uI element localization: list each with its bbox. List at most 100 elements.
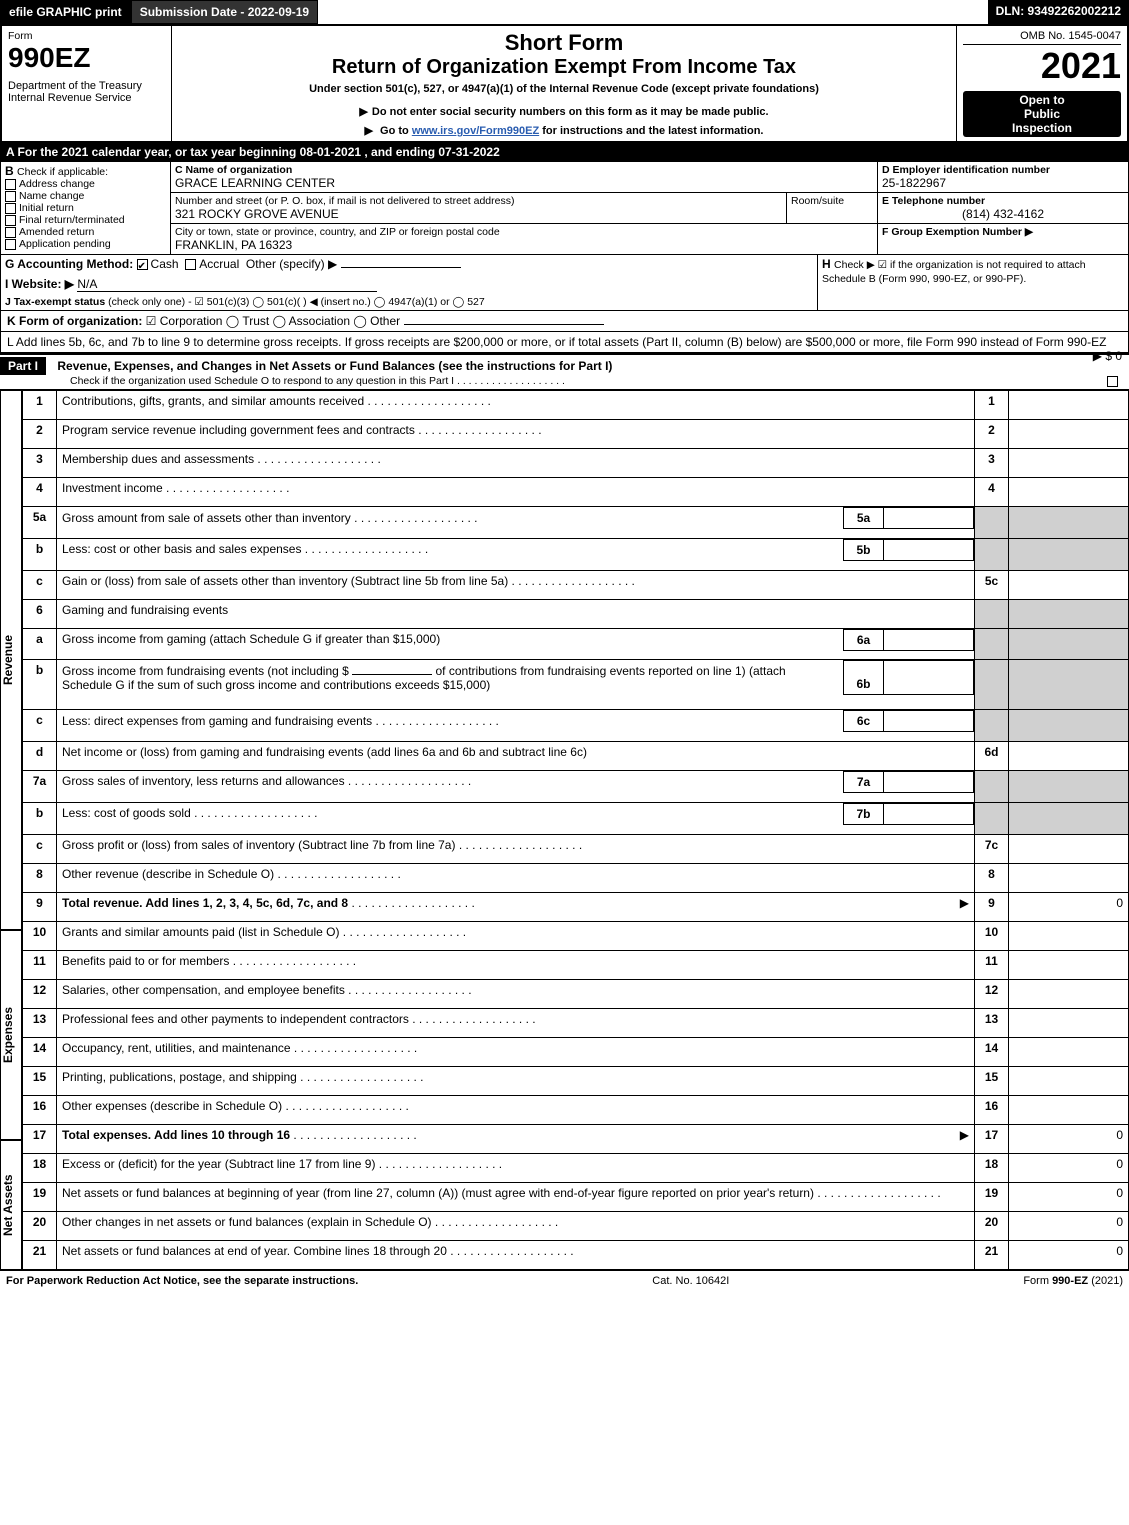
checkbox-final-return[interactable] [5, 215, 16, 226]
l-arrow: ▶ $ 0 [1093, 349, 1122, 363]
department: Department of the Treasury Internal Reve… [8, 80, 165, 104]
section-b: B Check if applicable: Address change Na… [1, 162, 171, 254]
table-row: a Gross income from gaming (attach Sched… [23, 628, 1129, 660]
amt [1009, 391, 1129, 420]
checkbox-name-change[interactable] [5, 191, 16, 202]
part1-body: Revenue Expenses Net Assets 1Contributio… [0, 390, 1129, 1270]
table-row: b Less: cost or other basis and sales ex… [23, 538, 1129, 570]
side-netassets: Net Assets [0, 1140, 22, 1270]
g-other: Other (specify) ▶ [246, 257, 337, 271]
efile-print-button[interactable]: efile GRAPHIC print [0, 0, 131, 24]
table-row: 1Contributions, gifts, grants, and simil… [23, 391, 1129, 420]
table-row: 12Salaries, other compensation, and empl… [23, 979, 1129, 1008]
i-label: I Website: ▶ [5, 277, 74, 291]
section-h: H Check ▶ ☑ if the organization is not r… [818, 255, 1128, 310]
table-row: dNet income or (loss) from gaming and fu… [23, 741, 1129, 770]
b-subtitle: Check if applicable: [17, 166, 108, 178]
f-label: F Group Exemption Number ▶ [882, 226, 1124, 238]
table-row: 3Membership dues and assessments3 [23, 449, 1129, 478]
subtitle: Under section 501(c), 527, or 4947(a)(1)… [178, 83, 950, 95]
note-ssn: Do not enter social security numbers on … [178, 105, 950, 118]
table-row: 17Total expenses. Add lines 10 through 1… [23, 1124, 1129, 1153]
lt: Contributions, gifts, grants, and simila… [57, 391, 975, 420]
open2: Public [967, 107, 1117, 121]
submission-date: Submission Date - 2022-09-19 [131, 0, 318, 24]
org-city: FRANKLIN, PA 16323 [175, 238, 873, 252]
d-label: D Employer identification number [882, 164, 1124, 176]
table-row: 15Printing, publications, postage, and s… [23, 1066, 1129, 1095]
table-row: b Less: cost of goods sold 7b [23, 802, 1129, 834]
e-label: E Telephone number [882, 195, 1124, 207]
b-addr: Address change [19, 178, 95, 190]
table-row: 21Net assets or fund balances at end of … [23, 1240, 1129, 1269]
checkbox-cash[interactable] [137, 259, 148, 270]
part1-header: Part I Revenue, Expenses, and Changes in… [0, 353, 1129, 390]
c-street-label: Number and street (or P. O. box, if mail… [175, 195, 782, 207]
section-c: C Name of organization GRACE LEARNING CE… [171, 162, 878, 254]
footer-right: Form 990-EZ (2021) [1023, 1275, 1123, 1287]
checkbox-part1-scho[interactable] [1107, 376, 1118, 387]
checkbox-address-change[interactable] [5, 179, 16, 190]
note-url: Go to www.irs.gov/Form990EZ for instruct… [178, 124, 950, 137]
open-to-public: Open to Public Inspection [963, 91, 1121, 137]
l-text: L Add lines 5b, 6c, and 7b to line 9 to … [7, 335, 1106, 349]
section-a: A For the 2021 calendar year, or tax yea… [0, 143, 1129, 161]
c-city-label: City or town, state or province, country… [175, 226, 873, 238]
entity-block: B Check if applicable: Address change Na… [0, 161, 1129, 255]
side-labels: Revenue Expenses Net Assets [0, 390, 22, 1270]
g-other-input[interactable] [341, 267, 461, 268]
checkbox-initial-return[interactable] [5, 203, 16, 214]
part1-label: Part I [0, 357, 46, 375]
k-text: ☑ Corporation ◯ Trust ◯ Association ◯ Ot… [146, 314, 400, 328]
table-row: 8Other revenue (describe in Schedule O)8 [23, 863, 1129, 892]
table-row: b Gross income from fundraising events (… [23, 660, 1129, 710]
form-number: 990EZ [8, 42, 165, 74]
table-row: 6Gaming and fundraising events [23, 599, 1129, 628]
c-name-label: C Name of organization [175, 164, 873, 176]
table-row: 20Other changes in net assets or fund ba… [23, 1211, 1129, 1240]
title-short: Short Form [178, 30, 950, 56]
g-accrual: Accrual [199, 257, 239, 271]
omb-number: OMB No. 1545-0047 [963, 30, 1121, 45]
ln: 1 [23, 391, 57, 420]
section-g: G Accounting Method: Cash Accrual Other … [1, 255, 818, 310]
gh-row: G Accounting Method: Cash Accrual Other … [0, 255, 1129, 311]
h-text: Check ▶ ☑ if the organization is not req… [822, 259, 1086, 285]
dln: DLN: 93492262002212 [988, 0, 1129, 24]
ein: 25-1822967 [882, 176, 1124, 190]
note2-pre: Go to [380, 125, 412, 137]
instructions-link[interactable]: www.irs.gov/Form990EZ [412, 125, 539, 137]
triangle-icon [365, 125, 377, 137]
j-text: (check only one) - ☑ 501(c)(3) ◯ 501(c)(… [108, 296, 485, 308]
b-final: Final return/terminated [19, 214, 125, 226]
note2-post: for instructions and the latest informat… [542, 125, 763, 137]
top-bar: efile GRAPHIC print Submission Date - 20… [0, 0, 1129, 24]
table-row: 9Total revenue. Add lines 1, 2, 3, 4, 5c… [23, 892, 1129, 921]
table-row: c Less: direct expenses from gaming and … [23, 710, 1129, 742]
j-label: J Tax-exempt status [5, 296, 105, 308]
rn: 1 [975, 391, 1009, 420]
part1-title: Revenue, Expenses, and Changes in Net As… [57, 359, 612, 373]
g-cash: Cash [151, 257, 179, 271]
footer-center: Cat. No. 10642I [652, 1275, 729, 1287]
contrib-input[interactable] [352, 674, 432, 675]
table-row: 13Professional fees and other payments t… [23, 1008, 1129, 1037]
dots-icon [457, 375, 565, 387]
table-row: 2Program service revenue including gover… [23, 420, 1129, 449]
table-row: 4Investment income4 [23, 478, 1129, 507]
b-name: Name change [19, 190, 84, 202]
page-footer: For Paperwork Reduction Act Notice, see … [0, 1270, 1129, 1291]
k-other-input[interactable] [404, 324, 604, 325]
h-label: H [822, 257, 831, 271]
b-app: Application pending [19, 238, 111, 250]
checkbox-accrual[interactable] [185, 259, 196, 270]
part1-check-text: Check if the organization used Schedule … [70, 375, 454, 387]
form-header: Form 990EZ Department of the Treasury In… [0, 24, 1129, 143]
b-label: B [5, 164, 14, 178]
footer-left: For Paperwork Reduction Act Notice, see … [6, 1275, 358, 1287]
section-def: D Employer identification number 25-1822… [878, 162, 1128, 254]
checkbox-amended-return[interactable] [5, 227, 16, 238]
checkbox-application-pending[interactable] [5, 239, 16, 250]
tax-year: 2021 [963, 45, 1121, 87]
g-label: G Accounting Method: [5, 257, 133, 271]
